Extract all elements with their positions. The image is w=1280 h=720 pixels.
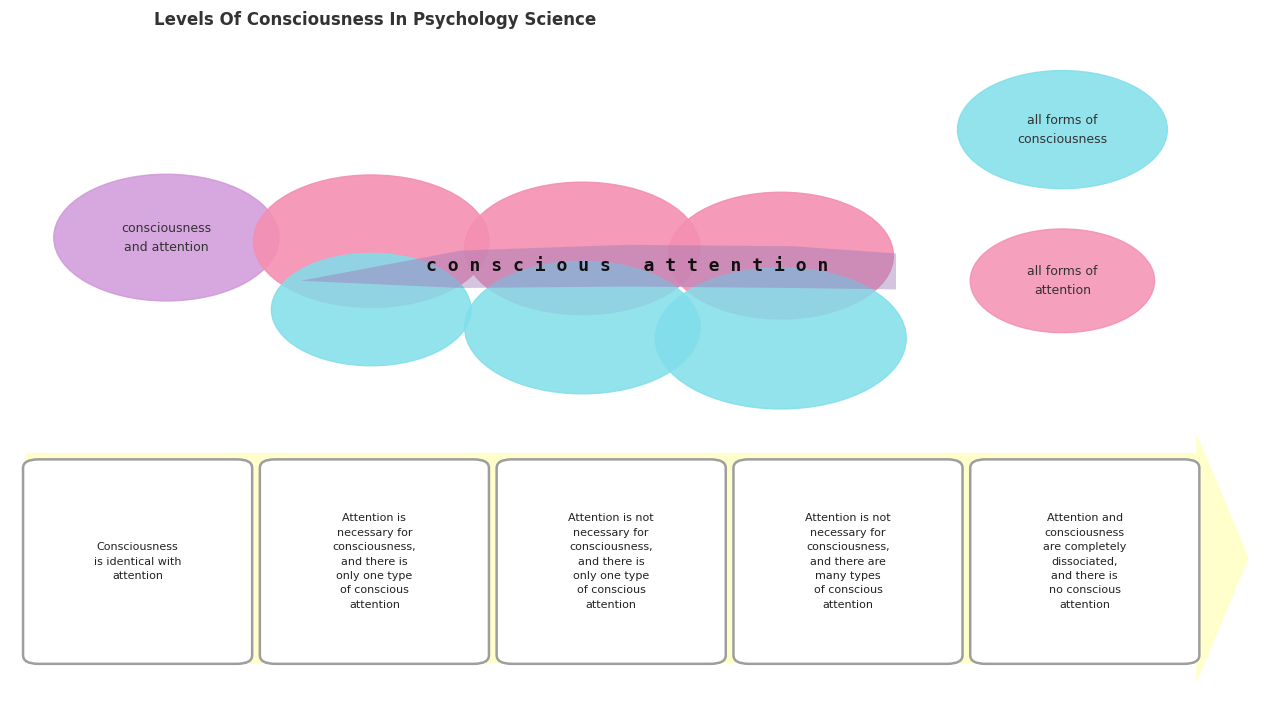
Circle shape: [253, 175, 489, 307]
Circle shape: [465, 261, 700, 394]
Circle shape: [54, 174, 279, 301]
FancyBboxPatch shape: [497, 459, 726, 664]
Text: Attention is
necessary for
consciousness,
and there is
only one type
of consciou: Attention is necessary for consciousness…: [333, 513, 416, 610]
FancyBboxPatch shape: [970, 459, 1199, 664]
Text: all forms of
attention: all forms of attention: [1027, 265, 1098, 297]
Text: all forms of
consciousness: all forms of consciousness: [1018, 114, 1107, 145]
Circle shape: [655, 268, 906, 409]
Text: Levels Of Consciousness In Psychology Science: Levels Of Consciousness In Psychology Sc…: [154, 11, 596, 29]
Text: Consciousness
is identical with
attention: Consciousness is identical with attentio…: [93, 542, 182, 581]
Circle shape: [465, 182, 700, 315]
Circle shape: [957, 71, 1167, 189]
Text: consciousness
and attention: consciousness and attention: [122, 222, 211, 253]
Circle shape: [271, 253, 471, 366]
Text: Attention and
consciousness
are completely
dissociated,
and there is
no consciou: Attention and consciousness are complete…: [1043, 513, 1126, 610]
Polygon shape: [26, 436, 1248, 680]
Text: c o n s c i o u s   a t t e n t i o n: c o n s c i o u s a t t e n t i o n: [426, 258, 828, 276]
Polygon shape: [301, 245, 896, 289]
Circle shape: [970, 229, 1155, 333]
Circle shape: [668, 192, 893, 319]
Text: Attention is not
necessary for
consciousness,
and there are
many types
of consci: Attention is not necessary for conscious…: [805, 513, 891, 610]
FancyBboxPatch shape: [23, 459, 252, 664]
Text: Attention is not
necessary for
consciousness,
and there is
only one type
of cons: Attention is not necessary for conscious…: [568, 513, 654, 610]
FancyBboxPatch shape: [733, 459, 963, 664]
FancyBboxPatch shape: [260, 459, 489, 664]
